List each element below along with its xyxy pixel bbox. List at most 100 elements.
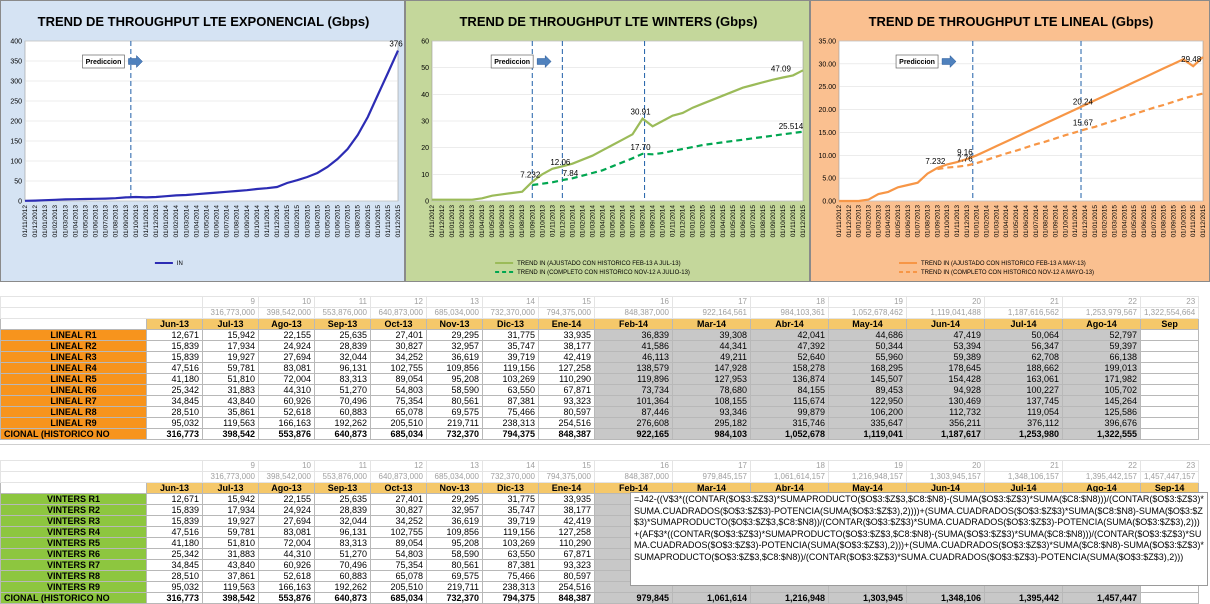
month-header[interactable]: Oct-13: [370, 318, 427, 330]
value-cell[interactable]: 52,797: [1062, 329, 1141, 341]
value-cell[interactable]: 44,686: [828, 329, 907, 341]
value-cell[interactable]: 84,155: [750, 384, 829, 396]
value-cell[interactable]: 171,982: [1062, 373, 1141, 385]
value-cell[interactable]: 53,394: [906, 340, 985, 352]
cell[interactable]: 19: [828, 296, 907, 308]
value-cell[interactable]: 30,827: [370, 340, 427, 352]
value-cell[interactable]: 59,397: [1062, 340, 1141, 352]
value-cell[interactable]: 1,322,555: [1062, 428, 1141, 440]
value-cell[interactable]: 166,163: [258, 417, 315, 429]
cell[interactable]: 794,375,000: [538, 471, 595, 483]
value-cell[interactable]: 316,773: [146, 428, 203, 440]
value-cell[interactable]: 15,839: [146, 340, 203, 352]
value-cell[interactable]: 122,950: [828, 395, 907, 407]
value-cell[interactable]: 219,711: [426, 417, 483, 429]
row-label[interactable]: LINEAL R2: [0, 340, 147, 352]
month-header[interactable]: Sep-13: [314, 318, 371, 330]
value-cell[interactable]: 80,561: [426, 559, 483, 571]
value-cell[interactable]: 32,957: [426, 504, 483, 516]
value-cell[interactable]: 63,550: [482, 384, 539, 396]
row-label[interactable]: VINTERS R8: [0, 570, 147, 582]
value-cell[interactable]: 83,081: [258, 526, 315, 538]
value-cell[interactable]: 67,871: [538, 548, 595, 560]
value-cell[interactable]: 28,839: [314, 340, 371, 352]
value-cell[interactable]: 35,747: [482, 504, 539, 516]
row-label[interactable]: LINEAL R9: [0, 417, 147, 429]
value-cell[interactable]: 376,112: [984, 417, 1063, 429]
value-cell[interactable]: 95,032: [146, 417, 203, 429]
value-cell[interactable]: 17,934: [202, 504, 259, 516]
cell[interactable]: 22: [1062, 460, 1141, 472]
cell[interactable]: [0, 296, 203, 308]
cell[interactable]: 794,375,000: [538, 307, 595, 319]
value-cell[interactable]: 1,457,447: [1062, 592, 1141, 604]
cell[interactable]: 1,457,447,157: [1139, 471, 1200, 483]
value-cell[interactable]: 35,747: [482, 340, 539, 352]
cell[interactable]: 19: [828, 460, 907, 472]
value-cell[interactable]: 1,187,617: [906, 428, 985, 440]
cell[interactable]: 18: [750, 460, 829, 472]
value-cell[interactable]: 73,734: [594, 384, 673, 396]
value-cell[interactable]: 1,395,442: [984, 592, 1063, 604]
value-cell[interactable]: 31,775: [482, 493, 539, 505]
value-cell[interactable]: 1,119,041: [828, 428, 907, 440]
row-label[interactable]: CIONAL (HISTORICO NO: [0, 592, 147, 604]
value-cell[interactable]: 34,845: [146, 559, 203, 571]
cell[interactable]: 553,876,000: [314, 471, 371, 483]
cell[interactable]: 9: [202, 296, 259, 308]
value-cell[interactable]: 78,680: [672, 384, 751, 396]
value-cell[interactable]: 119,054: [984, 406, 1063, 418]
value-cell[interactable]: 127,953: [672, 373, 751, 385]
value-cell[interactable]: 70,496: [314, 395, 371, 407]
value-cell[interactable]: 168,295: [828, 362, 907, 374]
value-cell[interactable]: 60,883: [314, 570, 371, 582]
cell[interactable]: 22: [1062, 296, 1141, 308]
cell[interactable]: 1,348,106,157: [984, 471, 1063, 483]
value-cell[interactable]: 59,781: [202, 362, 259, 374]
cell[interactable]: 398,542,000: [258, 307, 315, 319]
value-cell[interactable]: 25,342: [146, 384, 203, 396]
value-cell[interactable]: 75,354: [370, 395, 427, 407]
row-label[interactable]: LINEAL R1: [0, 329, 147, 341]
header-cell[interactable]: [0, 318, 147, 330]
value-cell[interactable]: 109,856: [426, 526, 483, 538]
cell[interactable]: 1,253,979,567: [1062, 307, 1141, 319]
header-cell[interactable]: [0, 482, 147, 494]
value-cell[interactable]: 136,874: [750, 373, 829, 385]
value-cell[interactable]: 52,618: [258, 570, 315, 582]
row-label[interactable]: VINTERS R6: [0, 548, 147, 560]
month-header[interactable]: Nov-13: [426, 482, 483, 494]
value-cell[interactable]: 27,401: [370, 329, 427, 341]
value-cell[interactable]: 55,960: [828, 351, 907, 363]
value-cell[interactable]: 58,590: [426, 384, 483, 396]
value-cell[interactable]: 1,216,948: [750, 592, 829, 604]
value-cell[interactable]: 28,510: [146, 406, 203, 418]
value-cell[interactable]: 52,640: [750, 351, 829, 363]
value-cell[interactable]: [1139, 340, 1200, 352]
value-cell[interactable]: 25,635: [314, 329, 371, 341]
value-cell[interactable]: 154,428: [906, 373, 985, 385]
value-cell[interactable]: 24,924: [258, 340, 315, 352]
cell[interactable]: 13: [426, 460, 483, 472]
cell[interactable]: 16: [594, 296, 673, 308]
cell[interactable]: 1,052,678,462: [828, 307, 907, 319]
value-cell[interactable]: 15,942: [202, 329, 259, 341]
value-cell[interactable]: 979,845: [594, 592, 673, 604]
value-cell[interactable]: 42,419: [538, 351, 595, 363]
month-header[interactable]: Sep: [1139, 318, 1200, 330]
value-cell[interactable]: 31,883: [202, 384, 259, 396]
month-header[interactable]: Jul-13: [202, 318, 259, 330]
lineal-chart-panel[interactable]: TREND DE THROUGHPUT LTE LINEAL (Gbps) 0.0…: [810, 0, 1210, 282]
value-cell[interactable]: 22,155: [258, 493, 315, 505]
value-cell[interactable]: 54,803: [370, 384, 427, 396]
cell[interactable]: 1,216,948,157: [828, 471, 907, 483]
cell[interactable]: 316,773,000: [202, 307, 259, 319]
value-cell[interactable]: 15,942: [202, 493, 259, 505]
value-cell[interactable]: 178,645: [906, 362, 985, 374]
value-cell[interactable]: 15,839: [146, 504, 203, 516]
cell[interactable]: 18: [750, 296, 829, 308]
value-cell[interactable]: 732,370: [426, 428, 483, 440]
value-cell[interactable]: 38,177: [538, 504, 595, 516]
cell[interactable]: 1,395,442,157: [1062, 471, 1141, 483]
cell[interactable]: 1,061,614,157: [750, 471, 829, 483]
